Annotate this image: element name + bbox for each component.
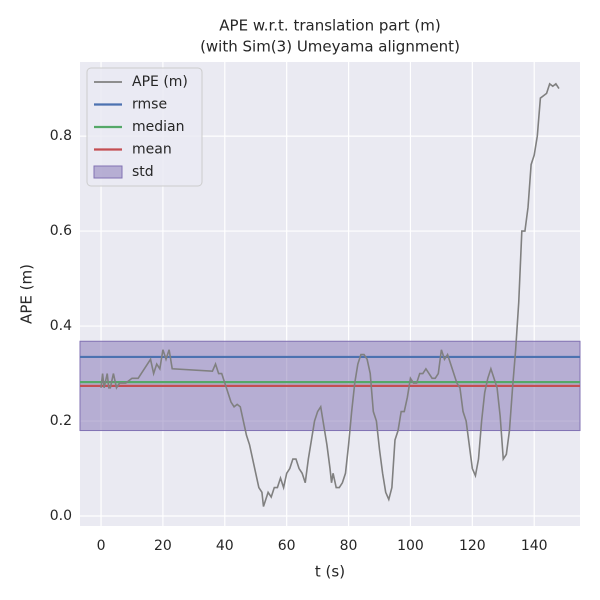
y-tick-label: 0.2 [50,413,72,429]
x-tick-label: 20 [154,538,172,554]
x-tick-label: 120 [459,538,486,554]
legend-box [86,67,203,187]
legend-label: std [132,164,154,180]
y-axis-label: APE (m) [18,264,36,324]
x-tick-label: 100 [397,538,424,554]
x-tick-label: 140 [521,538,548,554]
y-tick-label: 0.4 [50,318,72,334]
legend-label: mean [132,142,172,158]
x-axis-label: t (s) [315,563,345,581]
legend-label: APE (m) [132,74,188,90]
chart-title: APE w.r.t. translation part (m) [219,17,440,35]
chart-subtitle: (with Sim(3) Umeyama alignment) [200,38,460,56]
x-tick-label: 80 [340,538,358,554]
legend-swatch [93,165,123,179]
legend-label: rmse [132,97,167,113]
y-tick-label: 0.0 [50,508,72,524]
legend-label: median [132,119,184,135]
x-tick-label: 60 [278,538,296,554]
x-tick-label: 0 [97,538,106,554]
y-tick-label: 0.8 [50,128,72,144]
x-tick-label: 40 [216,538,234,554]
ape-line [100,82,560,507]
y-tick-label: 0.6 [50,223,72,239]
